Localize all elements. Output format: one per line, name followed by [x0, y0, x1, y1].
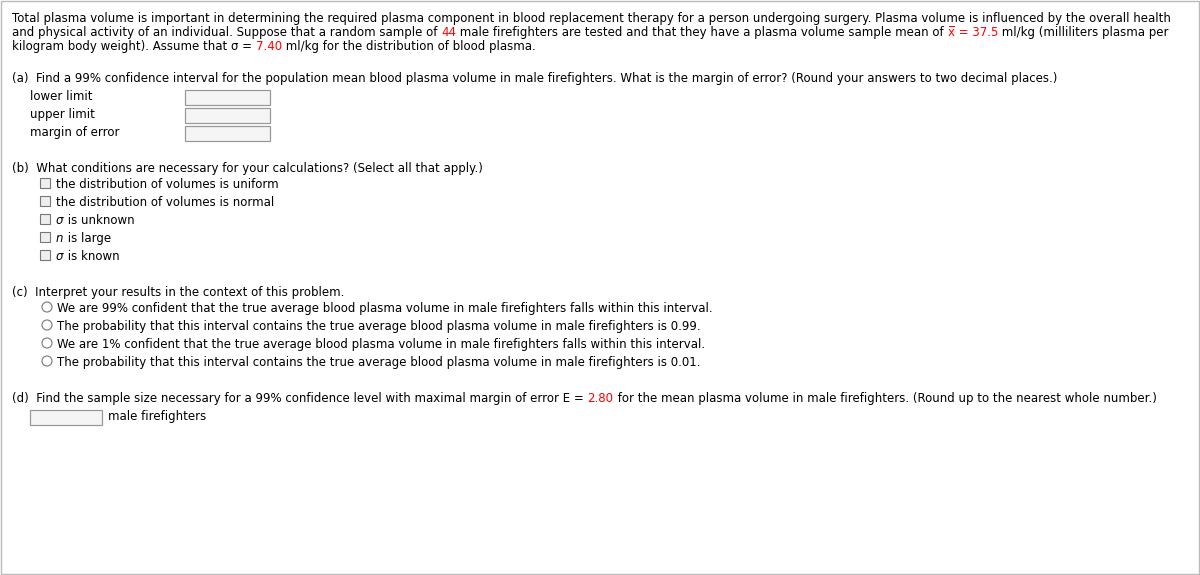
Text: for the mean plasma volume in male firefighters. (Round up to the nearest whole : for the mean plasma volume in male firef…: [613, 392, 1157, 405]
Text: ml/kg (milliliters plasma per: ml/kg (milliliters plasma per: [998, 26, 1169, 39]
Text: (c)  Interpret your results in the context of this problem.: (c) Interpret your results in the contex…: [12, 286, 344, 299]
Bar: [185, 108, 270, 123]
Text: lower limit: lower limit: [30, 90, 92, 103]
Text: upper limit: upper limit: [30, 108, 95, 121]
Circle shape: [42, 338, 52, 348]
Text: is known: is known: [64, 250, 119, 263]
Text: male firefighters: male firefighters: [108, 410, 206, 423]
Text: margin of error: margin of error: [30, 126, 120, 139]
Bar: [40, 250, 50, 260]
Circle shape: [42, 356, 52, 366]
Text: We are 99% confident that the true average blood plasma volume in male firefight: We are 99% confident that the true avera…: [58, 302, 713, 315]
Text: is large: is large: [64, 232, 110, 245]
Text: (a)  Find a 99% confidence interval for the population mean blood plasma volume : (a) Find a 99% confidence interval for t…: [12, 72, 1057, 85]
Text: The probability that this interval contains the true average blood plasma volume: The probability that this interval conta…: [58, 356, 701, 369]
Bar: [40, 178, 50, 188]
Text: x̅ = 37.5: x̅ = 37.5: [948, 26, 998, 39]
Bar: [185, 90, 270, 105]
Text: 7.40: 7.40: [256, 40, 282, 53]
Text: Total plasma volume is important in determining the required plasma component in: Total plasma volume is important in dete…: [12, 12, 1171, 25]
Text: ml/kg for the distribution of blood plasma.: ml/kg for the distribution of blood plas…: [282, 40, 535, 53]
Text: 2.80: 2.80: [588, 392, 613, 405]
Text: We are 1% confident that the true average blood plasma volume in male firefighte: We are 1% confident that the true averag…: [58, 338, 706, 351]
Text: σ: σ: [56, 250, 64, 263]
Text: the distribution of volumes is uniform: the distribution of volumes is uniform: [56, 178, 278, 191]
Bar: [185, 126, 270, 141]
Text: male firefighters are tested and that they have a plasma volume sample mean of: male firefighters are tested and that th…: [456, 26, 948, 39]
Text: is unknown: is unknown: [64, 214, 134, 227]
Circle shape: [42, 302, 52, 312]
Bar: [40, 232, 50, 242]
Text: n: n: [56, 232, 64, 245]
Text: kilogram body weight). Assume that σ =: kilogram body weight). Assume that σ =: [12, 40, 256, 53]
Bar: [40, 214, 50, 224]
Bar: [40, 196, 50, 206]
Text: σ: σ: [56, 214, 64, 227]
Circle shape: [42, 320, 52, 330]
Text: The probability that this interval contains the true average blood plasma volume: The probability that this interval conta…: [58, 320, 701, 333]
Text: (b)  What conditions are necessary for your calculations? (Select all that apply: (b) What conditions are necessary for yo…: [12, 162, 482, 175]
Bar: [30, 410, 102, 425]
Text: the distribution of volumes is normal: the distribution of volumes is normal: [56, 196, 275, 209]
Text: and physical activity of an individual. Suppose that a random sample of: and physical activity of an individual. …: [12, 26, 442, 39]
Text: 44: 44: [442, 26, 456, 39]
Text: (d)  Find the sample size necessary for a 99% confidence level with maximal marg: (d) Find the sample size necessary for a…: [12, 392, 588, 405]
